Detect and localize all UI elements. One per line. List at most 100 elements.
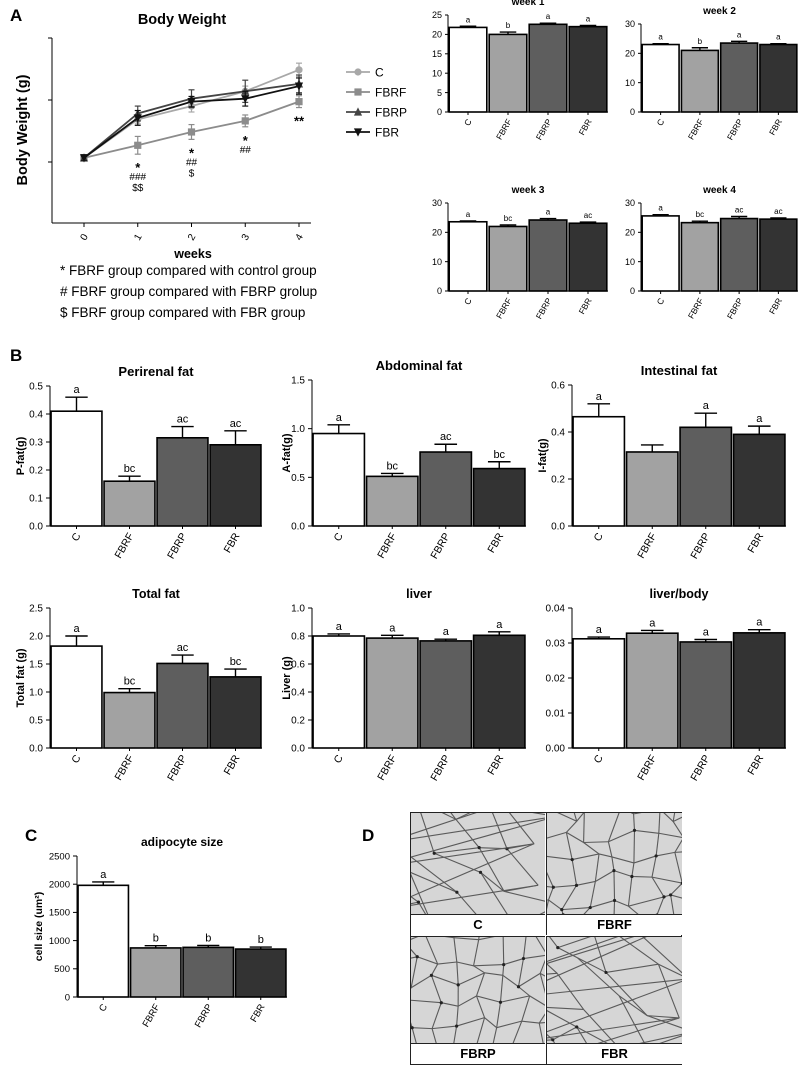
cell-nucleus	[415, 955, 419, 959]
y-tick-label-perirenal: 0.1	[29, 494, 43, 505]
category-label-liver: FBRP	[428, 753, 452, 783]
cell-wall	[411, 843, 535, 863]
cell-wall	[561, 885, 577, 910]
legend-marker-FBRF	[354, 88, 362, 96]
category-label-intestinal: FBRF	[635, 531, 659, 561]
y-tick-label-abdominal: 0.5	[291, 473, 305, 484]
significance-letter-week4: ac	[735, 205, 743, 214]
y-tick-label-perirenal: 0.3	[29, 438, 43, 449]
cell-wall	[628, 905, 639, 914]
cell-wall	[411, 974, 432, 989]
cell-nucleus	[560, 908, 564, 912]
cell-wall	[547, 972, 558, 975]
cell-wall	[411, 843, 535, 898]
cell-wall	[613, 900, 616, 914]
cell-wall	[547, 937, 647, 981]
category-label-intestinal: FBRP	[688, 531, 712, 561]
annotation-body-weight: **	[294, 114, 305, 129]
cell-wall	[500, 995, 530, 1003]
bar-adipocyte-FBRP	[182, 946, 235, 998]
category-label-abdominal: C	[332, 531, 346, 544]
category-label-perirenal: C	[69, 531, 83, 544]
significance-letter-perirenal: bc	[124, 463, 136, 475]
chart-title-liver: liver	[406, 587, 432, 601]
cell-wall	[437, 961, 457, 965]
y-tick-label-week2: 20	[625, 48, 635, 58]
cell-wall	[619, 937, 659, 965]
cell-wall	[647, 1015, 680, 1019]
cell-wall	[634, 829, 659, 834]
y-tick-label-week1: 0	[437, 107, 442, 117]
y-tick-label-adipocyte: 2000	[49, 880, 70, 891]
cell-wall	[589, 881, 596, 908]
cell-wall	[657, 964, 680, 1019]
cell-wall	[633, 813, 636, 831]
y-tick-label-week1: 10	[432, 68, 442, 78]
cell-wall	[476, 1017, 486, 1043]
category-label-week2: FBR	[767, 117, 784, 137]
chart-week1: week 1 0 5 10 15 20 25 a Cb FBRF a FBRP a FBR	[432, 0, 608, 142]
significance-letter-adipocyte: a	[100, 869, 107, 881]
y-tick-label-week2: 0	[630, 107, 635, 117]
bar-adipocyte-FBRF	[129, 947, 182, 998]
cell-wall	[672, 821, 682, 837]
cell-wall	[608, 829, 635, 843]
category-label-week1: FBRF	[494, 117, 514, 141]
category-label-intestinal: FBR	[745, 531, 766, 556]
significance-letter-intestinal: a	[756, 413, 763, 425]
cell-wall	[434, 847, 480, 854]
significance-letter-week4: a	[658, 204, 663, 213]
category-label-adipocyte: FBR	[249, 1002, 268, 1024]
y-tick-label-intestinal: 0.6	[551, 381, 565, 392]
cell-wall	[499, 975, 504, 1003]
cell-wall	[430, 963, 439, 976]
cell-wall	[453, 937, 479, 941]
significance-letter-week3: bc	[504, 214, 512, 223]
cell-nucleus	[630, 874, 634, 879]
micrograph-fbr	[546, 936, 682, 1043]
cell-wall	[607, 813, 620, 842]
data-point-FBRF	[295, 98, 303, 106]
chart-title-perirenal: Perirenal fat	[118, 364, 194, 379]
legend-label-FBR: FBR	[375, 126, 399, 140]
cell-wall	[618, 995, 648, 1017]
cell-nucleus	[604, 970, 608, 975]
y-tick-label-intestinal: 0.0	[551, 522, 565, 533]
cell-wall	[441, 1002, 459, 1007]
bar-adipocyte-C	[77, 884, 130, 998]
chart-title-week2: week 2	[702, 6, 736, 17]
cell-wall	[633, 855, 657, 864]
cell-wall	[614, 899, 629, 907]
cell-wall	[670, 894, 682, 899]
cell-wall	[411, 1027, 417, 1043]
significance-letter-liver: a	[443, 626, 450, 638]
x-tick-label-body-weight: 0	[79, 232, 92, 243]
cell-wall	[670, 894, 675, 914]
bar-week4-C	[641, 215, 680, 292]
annotation-body-weight: $$	[132, 183, 144, 194]
annotation-body-weight: *	[189, 145, 195, 160]
y-axis-label-abdominal: A-fat(g)	[281, 433, 293, 472]
cell-wall	[651, 876, 682, 884]
chart-title-week1: week 1	[511, 0, 545, 8]
bar-week4-FBR	[759, 218, 798, 292]
y-tick-label-liverbody: 0.00	[546, 744, 566, 755]
bar-week2-FBRP	[719, 42, 759, 113]
cell-wall	[539, 1022, 545, 1024]
micrograph-fbrf	[546, 813, 682, 914]
bar-week3-FBR	[568, 222, 608, 292]
category-label-totalfat: FBR	[222, 753, 243, 778]
cell-nucleus	[477, 846, 481, 850]
cell-wall	[456, 961, 459, 985]
cell-wall	[430, 975, 442, 1003]
cell-nucleus	[429, 973, 434, 977]
bar-liver-FBRP	[419, 640, 473, 749]
cell-wall	[502, 937, 505, 965]
cell-wall	[597, 1017, 680, 1043]
micrograph-fbrf-cells	[547, 813, 682, 914]
significance-letter-week2: a	[776, 33, 781, 42]
cell-wall	[456, 961, 474, 967]
micrograph-grid: C FBRF FBRP FBR	[410, 812, 682, 1065]
cell-wall	[674, 851, 682, 853]
category-label-week2: C	[655, 117, 667, 127]
